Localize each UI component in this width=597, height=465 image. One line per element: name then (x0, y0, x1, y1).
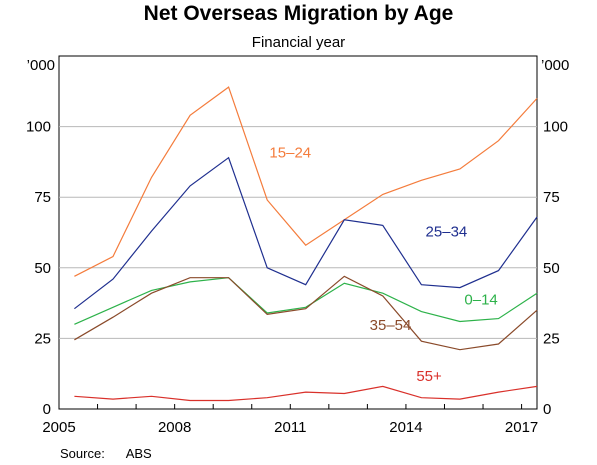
y-tick-label-left: 25 (34, 330, 51, 347)
source-value: ABS (125, 446, 152, 461)
series-line-0–14 (74, 277, 538, 325)
y-tick-label-left: 100 (26, 119, 51, 136)
y-tick-label-right: 50 (543, 260, 560, 277)
series-line-55+ (74, 385, 538, 402)
x-tick-label: 2008 (158, 419, 191, 436)
x-tick-label: 2011 (274, 419, 306, 436)
series-line-25–34 (74, 156, 538, 310)
chart-subtitle: Financial year (251, 34, 346, 51)
y-tick-label-left: 75 (34, 189, 51, 206)
series-label: 55+ (416, 368, 442, 385)
y-tick-label-left: 50 (34, 260, 51, 277)
y-tick-label-right: 25 (543, 330, 560, 347)
series-label: 25–34 (426, 224, 468, 241)
x-tick-label: 2005 (42, 419, 75, 436)
y-tick-label-right: 100 (543, 119, 568, 136)
series-label: 0–14 (464, 292, 497, 309)
x-tick-label: 2017 (505, 419, 538, 436)
series-label: 35–54 (370, 317, 412, 334)
y-tick-label-left: 0 (43, 401, 51, 418)
y-unit-left: ’000 (27, 57, 55, 74)
source-label: Source: (60, 446, 105, 461)
series-line-35–54 (74, 275, 538, 351)
y-tick-label-right: 0 (543, 401, 551, 418)
y-tick-label-right: 75 (543, 189, 560, 206)
plot-frame (58, 55, 538, 410)
series-label: 15–24 (269, 145, 311, 162)
source-note: Source: ABS (60, 446, 170, 461)
x-tick-label: 2014 (389, 419, 422, 436)
y-unit-right: ’000 (541, 57, 569, 74)
series-line-15–24 (74, 86, 538, 277)
chart-title: Net Overseas Migration by Age (143, 2, 454, 25)
